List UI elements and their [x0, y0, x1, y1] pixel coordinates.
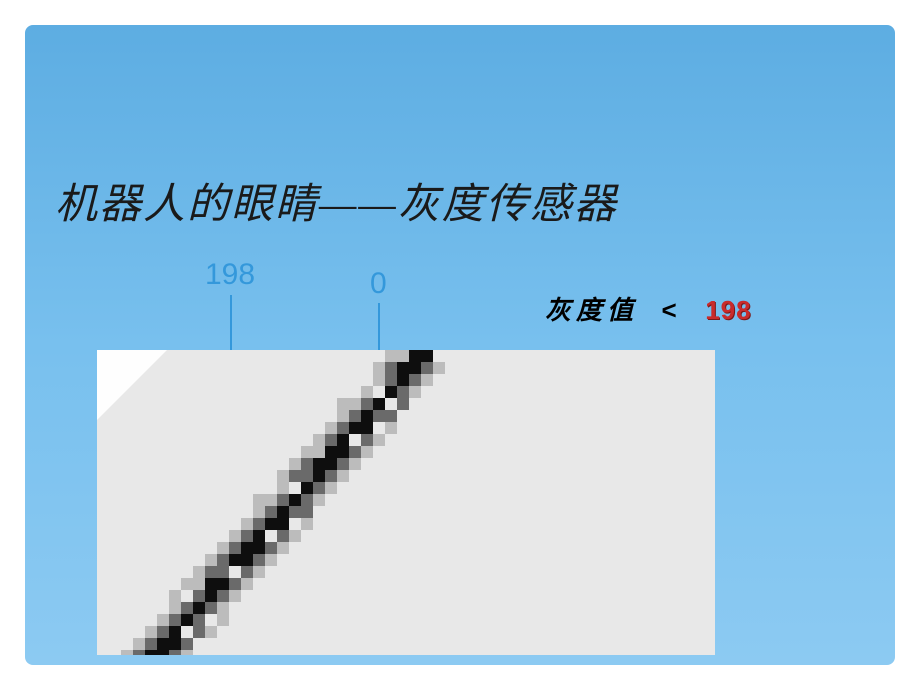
formula-rhs: 198 — [705, 295, 751, 325]
slide-title: 机器人的眼睛——灰度传感器 — [55, 170, 618, 231]
label-dark-value: 0 — [370, 267, 387, 301]
formula-lhs: 灰度值 — [545, 296, 638, 325]
sensor-svg — [97, 350, 715, 655]
sensor-pixelated-image — [97, 350, 715, 655]
label-light-value: 198 — [205, 258, 255, 292]
grayscale-formula: 灰度值 < 198 — [545, 290, 752, 327]
formula-operator: < — [662, 295, 682, 326]
slide: 机器人的眼睛——灰度传感器 198 0 灰度值 < 198 — [25, 25, 895, 665]
